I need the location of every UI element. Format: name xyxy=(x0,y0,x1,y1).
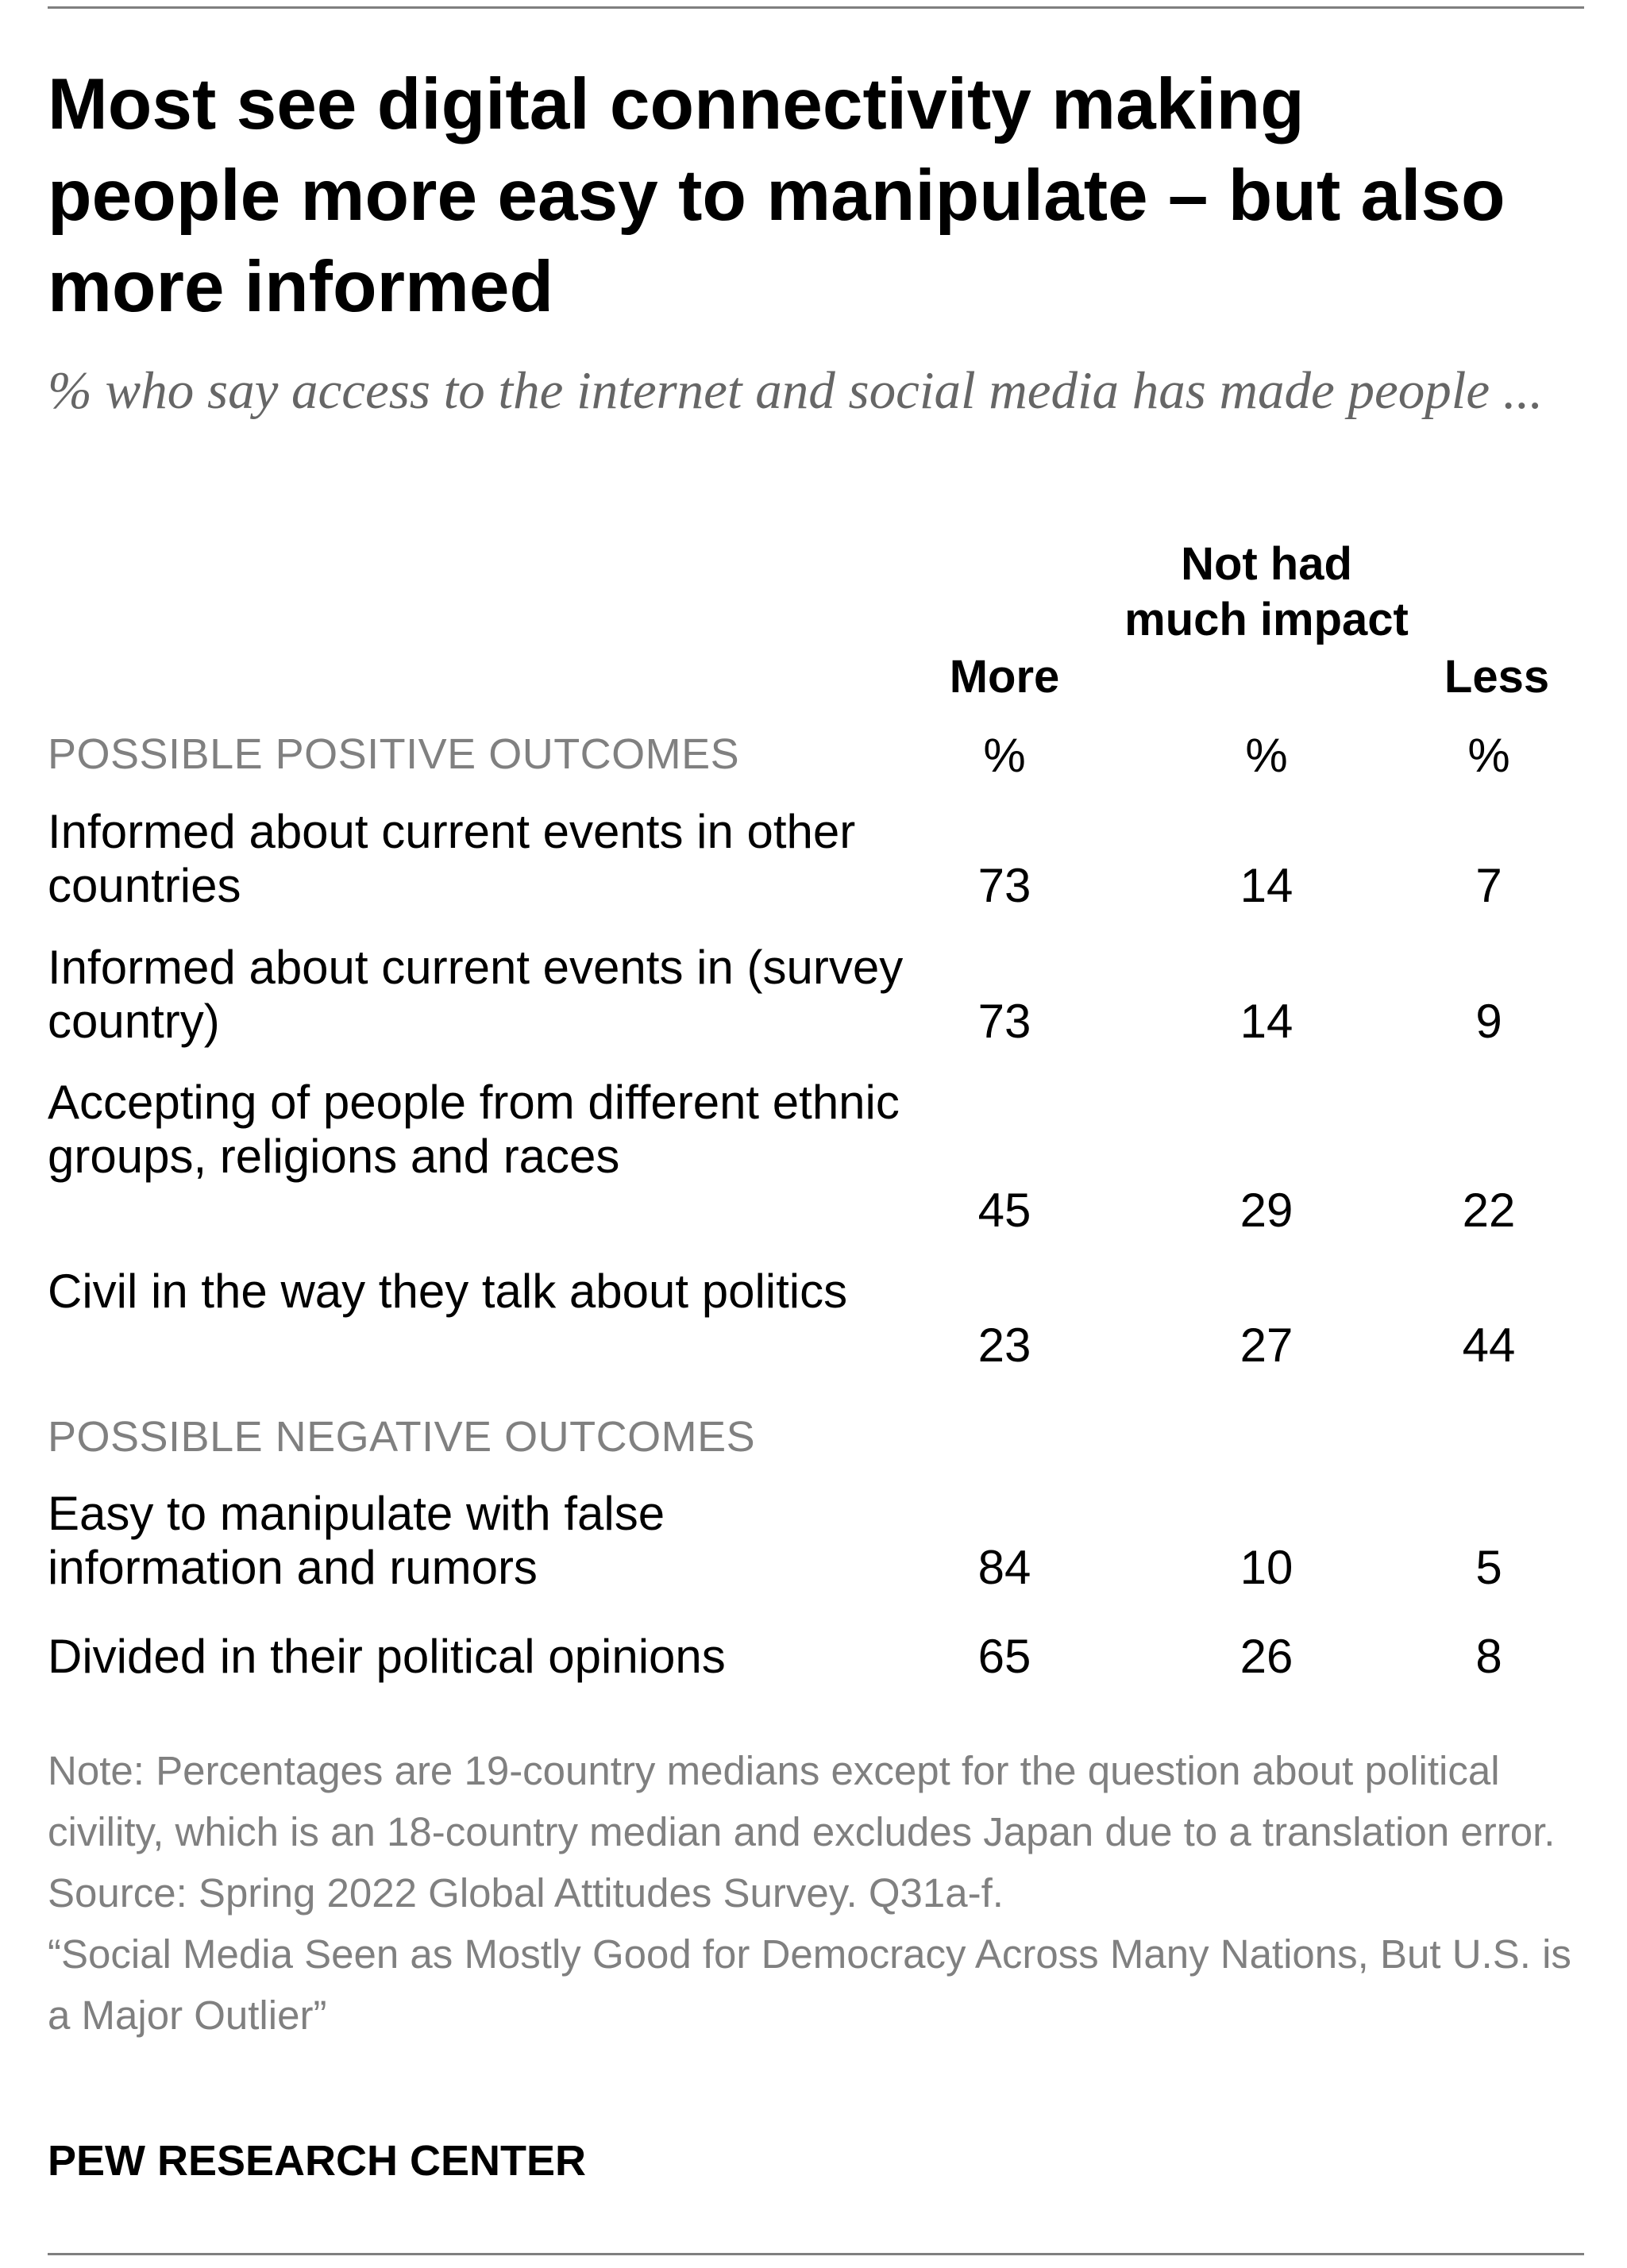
chart-notes: Note: Percentages are 19-country medians… xyxy=(48,1740,1572,2046)
source-text: Source: Spring 2022 Global Attitudes Sur… xyxy=(48,1870,1004,1916)
value-not-had-much-impact: 27 xyxy=(1240,1319,1294,1372)
row-label: Divided in their political opinions xyxy=(48,1630,726,1683)
section-label-negative: POSSIBLE NEGATIVE OUTCOMES xyxy=(48,1413,756,1461)
value-more: 84 xyxy=(977,1541,1031,1594)
report-title-text: “Social Media Seen as Mostly Good for De… xyxy=(48,1931,1571,2038)
value-less: 5 xyxy=(1475,1541,1502,1594)
chart-title: Most see digital connectivity making peo… xyxy=(48,64,1506,327)
value-not-had-much-impact: 14 xyxy=(1240,859,1294,912)
column-header-less: Less xyxy=(1444,651,1550,703)
pew-research-center-logo-text: PEW RESEARCH CENTER xyxy=(48,2137,587,2185)
unit-label-less: % xyxy=(1467,729,1510,782)
unit-label-more: % xyxy=(983,729,1026,782)
row-label: Informed about current events in (survey… xyxy=(48,941,904,1048)
value-less: 22 xyxy=(1462,1184,1516,1237)
column-header-more: More xyxy=(949,651,1060,703)
value-not-had-much-impact: 14 xyxy=(1240,995,1294,1048)
value-less: 7 xyxy=(1475,859,1502,912)
value-not-had-much-impact: 29 xyxy=(1240,1184,1294,1237)
row-label: Civil in the way they talk about politic… xyxy=(48,1265,848,1318)
row-label: Informed about current events in other c… xyxy=(48,805,856,912)
value-more: 23 xyxy=(977,1319,1031,1372)
chart-subtitle: % who say access to the internet and soc… xyxy=(48,361,1544,420)
value-less: 44 xyxy=(1462,1319,1516,1372)
top-rule xyxy=(48,6,1584,9)
value-not-had-much-impact: 26 xyxy=(1240,1630,1294,1683)
value-not-had-much-impact: 10 xyxy=(1240,1541,1294,1594)
row-label: Accepting of people from different ethni… xyxy=(48,1076,900,1183)
unit-label-not-had-much-impact: % xyxy=(1245,729,1288,782)
value-less: 9 xyxy=(1475,995,1502,1048)
section-label-positive: POSSIBLE POSITIVE OUTCOMES xyxy=(48,730,740,778)
bottom-rule xyxy=(48,2253,1584,2255)
note-text: Note: Percentages are 19-country medians… xyxy=(48,1748,1556,1854)
column-header-not-had-much-impact: Not had much impact xyxy=(1124,538,1409,645)
value-less: 8 xyxy=(1475,1630,1502,1683)
value-more: 73 xyxy=(977,995,1031,1048)
value-more: 65 xyxy=(977,1630,1031,1683)
row-label: Easy to manipulate with false informatio… xyxy=(48,1487,665,1594)
value-more: 73 xyxy=(977,859,1031,912)
value-more: 45 xyxy=(977,1184,1031,1237)
